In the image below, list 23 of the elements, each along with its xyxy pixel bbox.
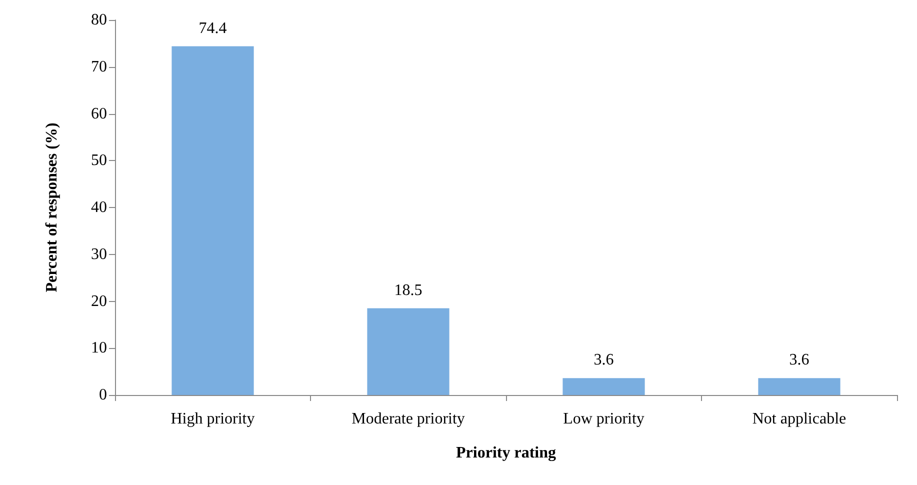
y-tick-label: 20 [91, 292, 107, 310]
bar [172, 46, 254, 395]
bar [562, 378, 645, 395]
data-label: 18.5 [394, 282, 422, 299]
y-tick-label: 40 [91, 199, 107, 216]
data-label: 74.4 [198, 20, 227, 37]
data-label: 3.6 [789, 352, 810, 369]
x-tick-label: Moderate priority [352, 410, 465, 428]
y-tick-label: 50 [91, 152, 107, 170]
y-tick-label: 30 [91, 246, 107, 263]
bar [758, 378, 840, 395]
y-tick-label: 80 [91, 12, 107, 28]
y-tick-label: 70 [91, 58, 107, 76]
x-tick-label: Low priority [563, 410, 644, 428]
y-tick-label: 0 [99, 386, 107, 404]
x-axis-title: Priority rating [456, 444, 556, 462]
y-tick-label: 10 [91, 340, 107, 357]
x-tick-label: High priority [170, 410, 255, 428]
y-axis-title: Percent of responses (%) [44, 122, 60, 292]
bar [367, 308, 450, 395]
data-label: 3.6 [594, 352, 614, 369]
x-tick-label: Not applicable [752, 410, 846, 428]
y-tick-label: 60 [91, 105, 107, 122]
